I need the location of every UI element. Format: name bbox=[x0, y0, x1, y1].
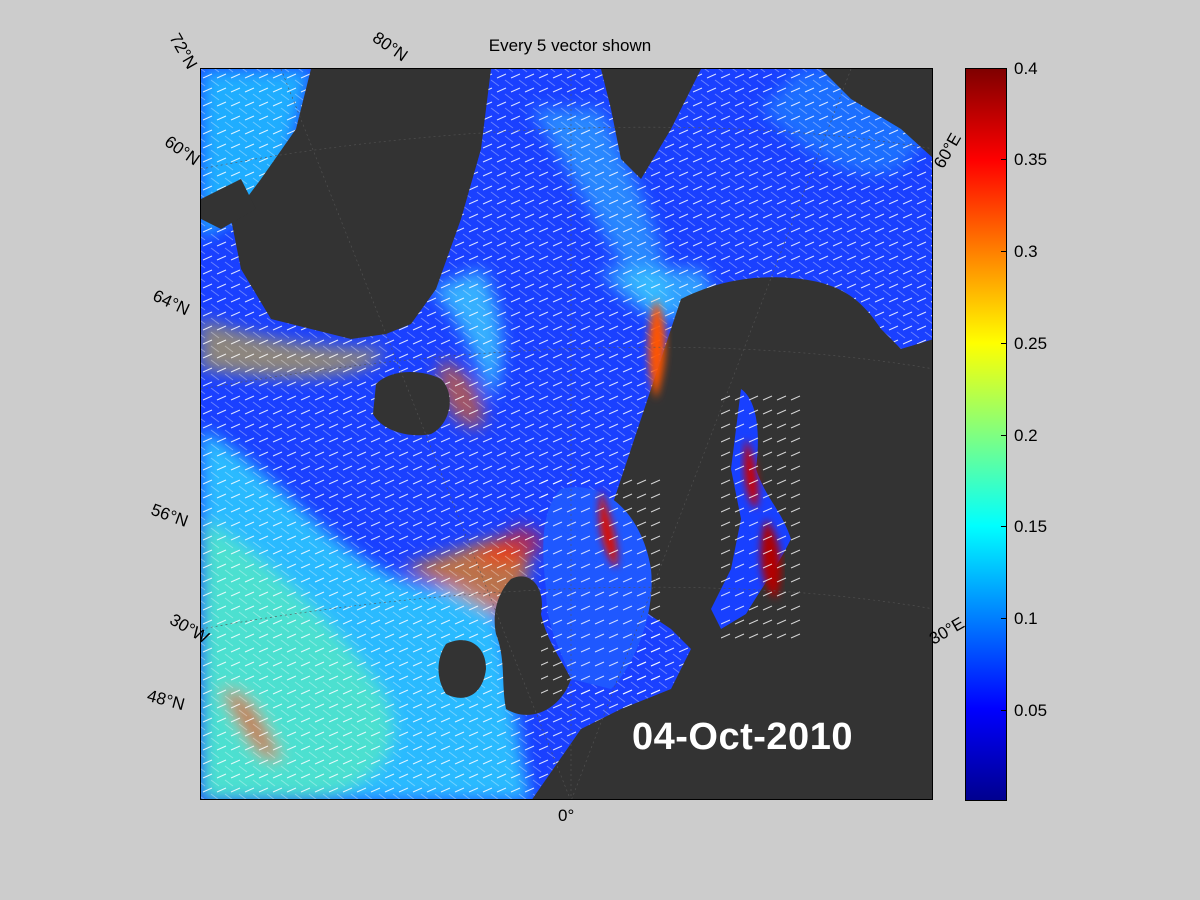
colorbar-tickmark bbox=[1001, 159, 1007, 160]
lat-label-64n: 64°N bbox=[149, 286, 193, 320]
colorbar-tick-0-25: 0.25 bbox=[1014, 334, 1048, 353]
ireland-landmass bbox=[438, 640, 486, 698]
greenland-landmass bbox=[231, 69, 491, 339]
colorbar-tick-0-15: 0.15 bbox=[1014, 517, 1048, 536]
lon-label-60e: 60°E bbox=[930, 129, 965, 172]
lat-label-48n: 48°N bbox=[145, 686, 187, 715]
lat-label-60n: 60°N bbox=[161, 132, 204, 170]
colorbar-tick-0-1: 0.1 bbox=[1014, 609, 1038, 628]
colorbar bbox=[965, 68, 1007, 801]
colorbar-tickmark bbox=[1001, 251, 1007, 252]
colorbar-tick-0-3: 0.3 bbox=[1014, 242, 1038, 261]
iceland-landmass bbox=[373, 372, 450, 436]
colorbar-tick-0-4: 0.4 bbox=[1014, 59, 1038, 78]
graticule bbox=[201, 69, 932, 799]
lat-label-56n: 56°N bbox=[148, 500, 191, 531]
lat-label-72n: 72°N bbox=[165, 30, 201, 73]
colorbar-tick-0-05: 0.05 bbox=[1014, 701, 1048, 720]
lon-label-0: 0° bbox=[558, 806, 575, 825]
colorbar-tick-0-35: 0.35 bbox=[1014, 150, 1048, 169]
colorbar-tickmark bbox=[1001, 526, 1007, 527]
date-stamp: 04-Oct-2010 bbox=[632, 716, 853, 758]
inland-seas bbox=[541, 299, 801, 699]
colorbar-tickmark bbox=[1001, 618, 1007, 619]
colorbar-tickmark bbox=[1001, 710, 1007, 711]
lat-label-80n: 80°N bbox=[369, 28, 412, 66]
map-title: Every 5 vector shown bbox=[488, 36, 652, 55]
map-canvas bbox=[201, 69, 932, 799]
colorbar-tickmark bbox=[1001, 343, 1007, 344]
colorbar-tick-0-2: 0.2 bbox=[1014, 426, 1038, 445]
ocean-current-map bbox=[200, 68, 933, 800]
colorbar-tickmark bbox=[1001, 435, 1007, 436]
